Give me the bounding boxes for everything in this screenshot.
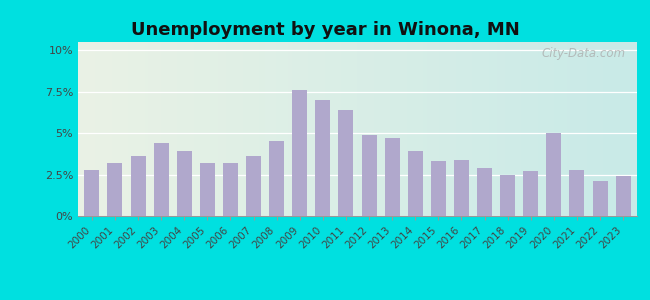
Bar bbox=[177, 152, 192, 216]
Text: City-Data.com: City-Data.com bbox=[541, 47, 626, 60]
Bar bbox=[153, 143, 168, 216]
Bar bbox=[315, 100, 330, 216]
Bar bbox=[84, 169, 99, 216]
Bar bbox=[431, 161, 446, 216]
Bar bbox=[500, 175, 515, 216]
Bar bbox=[246, 156, 261, 216]
Bar bbox=[131, 156, 146, 216]
Bar bbox=[523, 171, 538, 216]
Bar bbox=[107, 163, 122, 216]
Bar bbox=[547, 133, 562, 216]
Bar bbox=[477, 168, 492, 216]
Bar bbox=[223, 163, 238, 216]
Bar bbox=[616, 176, 630, 216]
Bar bbox=[361, 135, 376, 216]
Bar bbox=[292, 90, 307, 216]
Text: Unemployment by year in Winona, MN: Unemployment by year in Winona, MN bbox=[131, 21, 519, 39]
Bar bbox=[200, 163, 215, 216]
Bar bbox=[569, 169, 584, 216]
Bar bbox=[269, 141, 284, 216]
Bar bbox=[339, 110, 354, 216]
Bar bbox=[385, 138, 400, 216]
Bar bbox=[454, 160, 469, 216]
Bar bbox=[408, 152, 422, 216]
Bar bbox=[593, 181, 608, 216]
